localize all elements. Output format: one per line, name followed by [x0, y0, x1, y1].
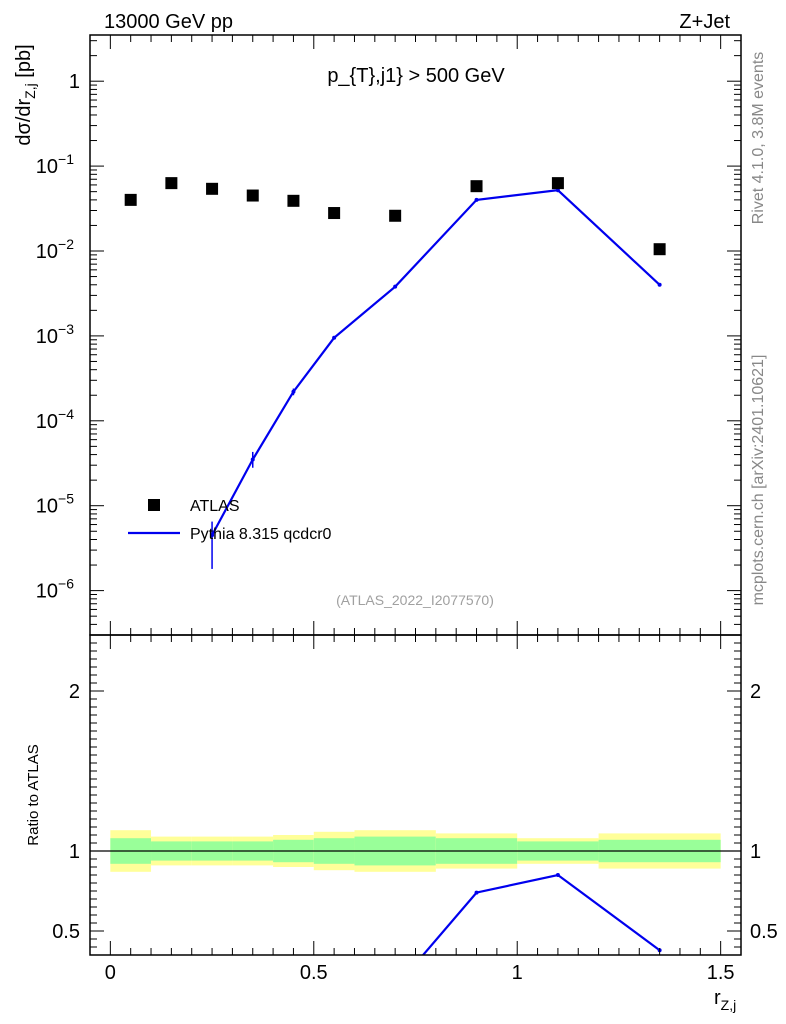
rivet-label: Rivet 4.1.0, 3.8M events	[750, 52, 767, 225]
x-ticks	[89, 35, 722, 955]
pythia-ratio-point	[393, 986, 397, 990]
legend-atlas-label: ATLAS	[190, 498, 240, 515]
ratio-y-axis-title: Ratio to ATLAS	[25, 744, 42, 845]
ratio-y-tick-label-left: 1	[69, 841, 80, 863]
main-y-tick-label: 10−4	[36, 406, 74, 433]
main-y-tick-label: 10−6	[36, 576, 74, 603]
main-y-tick-label: 1	[69, 71, 80, 93]
ratio-y-tick-label-right: 2	[750, 681, 761, 703]
main-y-tick-label: 10−3	[36, 321, 74, 348]
ratio-y-tick-label-left: 0.5	[52, 921, 80, 943]
atlas-point	[287, 194, 300, 207]
legend-atlas-marker	[148, 499, 160, 511]
pythia-ratio-point	[555, 873, 560, 877]
ratio-y-tick-labels: 0.5 0.5 1 1 2 2	[52, 681, 778, 943]
atlas-point	[206, 182, 219, 195]
atlas-point	[246, 189, 259, 202]
atlas-point	[389, 209, 402, 222]
main-frame	[89, 34, 742, 636]
process-label: Z+Jet	[679, 11, 730, 33]
pythia-point	[474, 197, 479, 202]
legend: ATLAS Pythia 8.315 qcdcr0	[128, 498, 332, 543]
pythia-point	[555, 188, 560, 193]
main-y-tick-label: 10−2	[36, 236, 74, 263]
x-tick-label: 1.5	[707, 962, 735, 984]
mc-series-main	[210, 188, 662, 569]
atlas-point	[653, 243, 666, 256]
pythia-point	[393, 284, 398, 289]
main-y-ticks	[90, 40, 741, 636]
main-y-tick-labels: 10−6 10−5 10−4 10−3 10−2 10−1 1	[36, 71, 80, 602]
main-y-tick-label: 10−5	[36, 491, 74, 518]
cut-label: p_{T},j1} > 500 GeV	[327, 65, 505, 87]
x-tick-labels: 0 0.5 1 1.5	[105, 962, 735, 984]
analysis-id: (ATLAS_2022_I2077570)	[336, 592, 494, 608]
pythia-point	[210, 533, 215, 538]
pythia-point	[291, 389, 296, 394]
atlas-point	[124, 193, 137, 206]
ratio-y-tick-label-left: 2	[69, 681, 80, 703]
atlas-point	[328, 207, 341, 220]
atlas-point	[470, 180, 483, 193]
atlas-point	[165, 177, 178, 190]
pythia-point	[250, 457, 255, 462]
main-y-axis-title: dσ/drZ,j [pb]	[13, 44, 38, 145]
atlas-series-main	[124, 177, 666, 256]
ratio-y-ticks	[90, 634, 741, 956]
mcplots-label: mcplots.cern.ch [arXiv:2401.10621]	[750, 355, 767, 606]
pythia-point	[657, 282, 662, 287]
atlas-point	[551, 177, 564, 190]
x-tick-label: 1	[512, 962, 523, 984]
ratio-frame	[89, 634, 742, 956]
legend-pythia-label: Pythia 8.315 qcdcr0	[190, 526, 332, 543]
ratio-y-tick-label-right: 0.5	[750, 921, 778, 943]
ratio-y-tick-label-right: 1	[750, 841, 761, 863]
mc-series-ratio	[393, 873, 662, 990]
main-y-tick-label: 10−1	[36, 151, 74, 178]
pythia-ratio-line	[421, 873, 661, 955]
pythia-line	[211, 189, 661, 536]
pythia-point	[332, 335, 337, 340]
energy-label: 13000 GeV pp	[104, 11, 233, 33]
x-tick-label: 0	[105, 962, 116, 984]
x-tick-label: 0.5	[300, 962, 328, 984]
pythia-ratio-point	[474, 890, 479, 895]
x-axis-title: rZ,j	[714, 987, 736, 1013]
